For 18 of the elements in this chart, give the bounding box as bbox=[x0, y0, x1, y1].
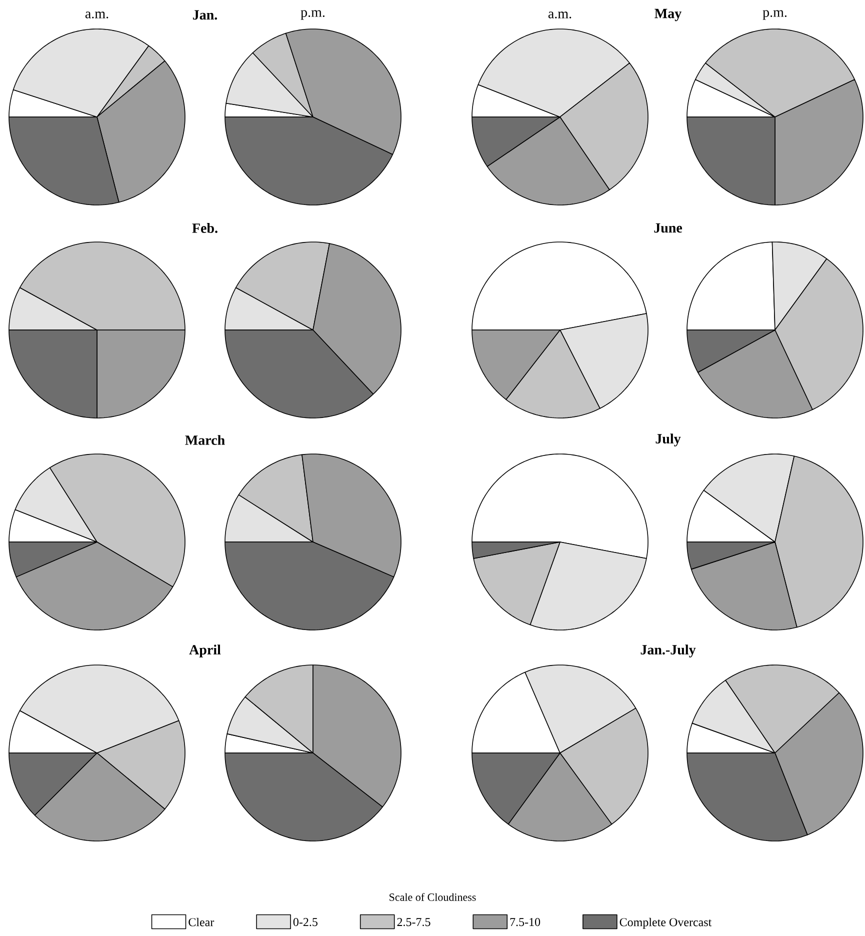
chart-subtitle: a.m. bbox=[548, 12, 572, 18]
legend-label: Clear bbox=[188, 918, 214, 926]
legend-title: Scale of Cloudiness bbox=[390, 893, 476, 901]
chart-title: April bbox=[189, 644, 221, 658]
legend-label: 2.5-7.5 bbox=[397, 918, 430, 926]
chart-subtitle: p.m. bbox=[300, 10, 325, 20]
chart-title: July bbox=[656, 434, 681, 446]
chart-subtitle: p.m. bbox=[762, 10, 787, 20]
chart-title: Jan. bbox=[192, 10, 218, 20]
legend-label: 0-2.5 bbox=[293, 918, 318, 926]
chart-title: June bbox=[654, 223, 682, 233]
chart-title: March bbox=[185, 435, 225, 445]
chart-title: Feb. bbox=[192, 223, 218, 233]
chart-subtitle: a.m. bbox=[85, 12, 108, 18]
legend-label: Complete Overcast bbox=[620, 918, 712, 929]
chart-title: May bbox=[654, 8, 682, 22]
chart-title: Jan.-July bbox=[640, 644, 696, 658]
legend-label: 7.5-10 bbox=[510, 918, 540, 926]
